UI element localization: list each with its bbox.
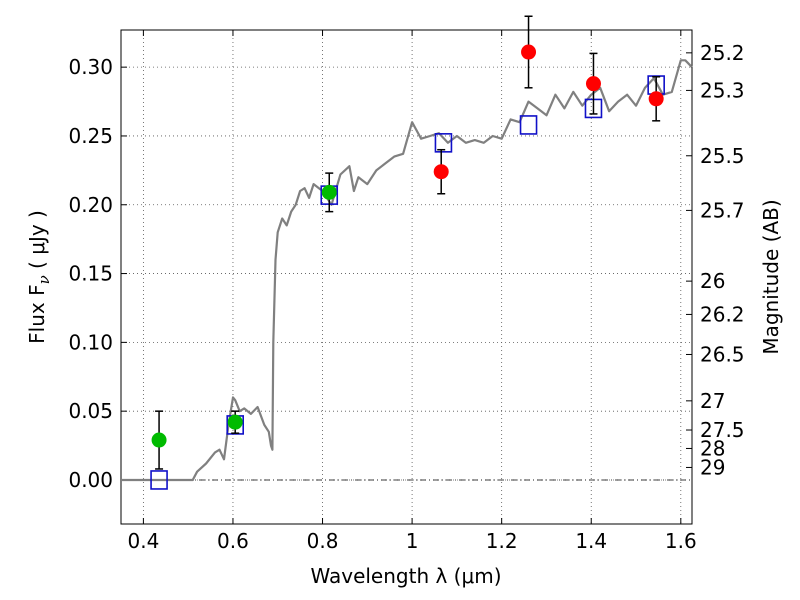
observed-flux-point xyxy=(321,184,337,200)
y2-tick-label: 25.3 xyxy=(700,78,745,102)
model-photometry-square xyxy=(519,115,538,135)
y2-tick-label: 25.5 xyxy=(700,144,745,168)
grid xyxy=(121,30,692,524)
x-tick-label: 1 xyxy=(406,529,419,553)
x-tick-label: 0.6 xyxy=(217,529,249,553)
ticks: 0.4 0.6 0.8 1 1.2 1.4 1.6 0.00 0.05 0.10 0.15 0.20 0… xyxy=(68,30,745,553)
x-tick-label: 0.8 xyxy=(307,529,339,553)
x-tick-label: 1.6 xyxy=(665,529,697,553)
observed-flux-point xyxy=(585,76,601,92)
y2-tick-label: 27 xyxy=(700,389,725,413)
observed-flux-point xyxy=(521,44,537,60)
x-tick-label: 0.4 xyxy=(127,529,159,553)
y2-tick-label: 26.2 xyxy=(700,302,745,326)
y-tick-label: 0.25 xyxy=(68,124,113,148)
y-tick-label: 0.05 xyxy=(68,399,113,423)
y2-tick-label: 28 xyxy=(700,436,725,460)
y-tick-label: 0.15 xyxy=(68,262,113,286)
y-tick-label: 0.10 xyxy=(68,330,113,354)
y-tick-label: 0.30 xyxy=(68,55,113,79)
model-spectrum-line xyxy=(121,59,693,482)
y-tick-label: 0.20 xyxy=(68,193,113,217)
y-tick-label: 0.00 xyxy=(68,468,113,492)
y-axis-label: Flux Fν ( μJy ) xyxy=(25,210,53,344)
observed-flux-point xyxy=(151,432,167,448)
data-marks xyxy=(121,15,693,490)
model-photometry-square xyxy=(150,470,168,490)
y2-axis-label: Magnitude (AB) xyxy=(759,199,783,354)
observed-flux-point xyxy=(433,164,449,180)
y2-tick-label: 25.7 xyxy=(700,198,745,222)
x-tick-label: 1.4 xyxy=(575,529,607,553)
y2-tick-label: 29 xyxy=(700,455,725,479)
plot-frame xyxy=(120,29,693,525)
observed-flux-point xyxy=(227,414,243,430)
y2-tick-label: 26.5 xyxy=(700,342,745,366)
y2-tick-label: 27.5 xyxy=(700,418,745,442)
x-tick-label: 1.2 xyxy=(486,529,518,553)
x-axis-label: Wavelength λ (μm) xyxy=(310,564,501,588)
y2-tick-label: 25.2 xyxy=(700,41,745,65)
model-photometry-square xyxy=(434,133,453,153)
y2-tick-label: 26 xyxy=(700,269,725,293)
observed-flux-point xyxy=(648,91,664,107)
